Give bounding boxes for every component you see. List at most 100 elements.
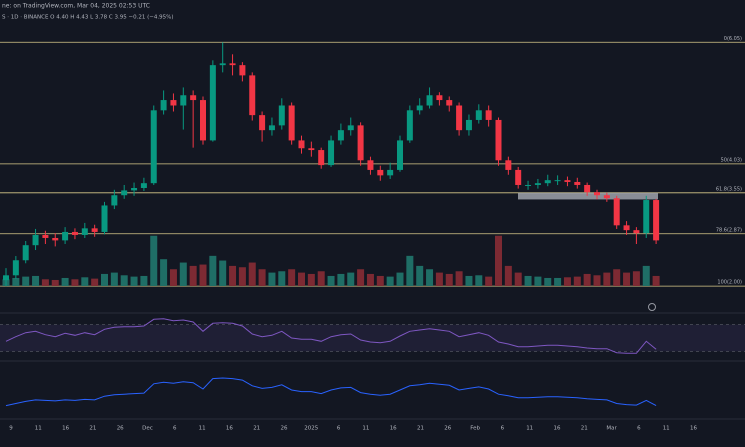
volume-bar — [229, 265, 237, 286]
volume-bar — [91, 278, 99, 286]
rsi-band — [0, 324, 745, 352]
volume-bar — [455, 271, 463, 286]
volume-bar — [101, 273, 108, 286]
candle-body — [318, 150, 325, 166]
volume-bar — [514, 272, 522, 286]
candle-body — [170, 100, 177, 106]
volume-bar — [150, 235, 158, 286]
x-tick-label: 16 — [554, 426, 561, 432]
marker-icon — [648, 303, 656, 311]
candle-body — [495, 119, 502, 161]
volume-bar — [160, 259, 168, 286]
candle-body — [239, 65, 246, 76]
x-tick-label: 2025 — [304, 426, 318, 432]
volume-bar — [504, 265, 512, 286]
volume-bar — [238, 267, 246, 286]
candle-body — [200, 100, 206, 141]
x-tick-label: 11 — [35, 426, 42, 432]
candle-body — [534, 183, 541, 185]
candle-body — [328, 140, 335, 166]
candle-body — [140, 183, 147, 188]
candle-body — [71, 231, 78, 235]
candle-body — [525, 184, 532, 186]
volume-bar — [179, 262, 187, 286]
volume-bar — [563, 277, 571, 286]
x-tick-label: 6 — [337, 426, 341, 432]
volume-bar — [130, 276, 138, 286]
candle-body — [347, 125, 354, 131]
x-tick-label: 26 — [444, 426, 451, 432]
candle-body — [180, 95, 187, 106]
candle-body — [131, 187, 138, 191]
volume-bar — [386, 276, 394, 286]
candle-body — [515, 169, 522, 185]
candle-body — [544, 180, 551, 184]
volume-bar — [416, 265, 424, 286]
fib-label: 61.8(3.55) — [716, 186, 742, 192]
candle-body — [485, 110, 492, 120]
volume-bar — [219, 260, 227, 286]
x-tick-label: 9 — [9, 426, 13, 432]
candle-body — [219, 63, 226, 66]
fib-label: 0(6.05) — [724, 36, 742, 42]
x-tick-label: Mar — [606, 426, 617, 432]
x-tick-label: 6 — [501, 426, 505, 432]
x-tick-label: Dec — [142, 426, 153, 432]
candle-body — [288, 105, 295, 141]
header-line: ne: on TradingView.com, Mar 04, 2025 02:… — [2, 3, 150, 10]
volume-bar — [554, 277, 562, 286]
x-tick-label: 21 — [253, 426, 260, 432]
volume-bar — [169, 269, 177, 286]
x-tick-label: 11 — [199, 426, 206, 432]
candle-body — [387, 169, 394, 176]
candle-body — [268, 125, 275, 131]
x-tick-label: 21 — [89, 426, 96, 432]
volume-bar — [317, 271, 325, 286]
volume-bar — [189, 265, 197, 286]
candle-body — [91, 228, 98, 232]
x-tick-label: 16 — [62, 426, 69, 432]
x-tick-label: 16 — [390, 426, 397, 432]
x-tick-label: 6 — [637, 426, 641, 432]
volume-bar — [248, 262, 256, 286]
candle-body — [633, 230, 640, 234]
volume-bar — [524, 275, 532, 286]
volume-bar — [376, 275, 384, 286]
candle-body — [12, 260, 19, 276]
volume-bar — [632, 271, 640, 286]
candle-body — [298, 140, 305, 149]
candle-body — [52, 237, 59, 241]
volume-bar — [396, 272, 404, 286]
volume-bar — [613, 269, 621, 286]
volume-bar — [642, 265, 650, 286]
candle-body — [278, 105, 285, 126]
candle-body — [308, 148, 315, 151]
candle-body — [357, 125, 364, 161]
volume-bar — [298, 272, 305, 286]
candle-body — [259, 115, 266, 131]
volume-bar — [573, 276, 581, 286]
volume-bar — [406, 255, 414, 286]
x-tick-label: 6 — [173, 426, 177, 432]
candle-body — [584, 184, 591, 193]
x-tick-label: Feb — [470, 426, 480, 432]
candle-body — [623, 225, 630, 231]
rsi-line — [5, 318, 657, 354]
candle-body — [446, 100, 453, 106]
x-tick-label: 16 — [690, 426, 697, 432]
candle-body — [574, 181, 581, 185]
x-tick-label: 11 — [663, 426, 670, 432]
volume-bar — [652, 275, 660, 286]
volume-bar — [32, 275, 40, 286]
fib-label: 78.6(2.87) — [716, 227, 742, 233]
candle-body — [594, 192, 600, 196]
volume-bar — [426, 269, 434, 286]
candle-body — [209, 65, 216, 141]
candle-body — [406, 110, 413, 141]
candle-body — [377, 169, 384, 176]
candle-body — [62, 231, 69, 241]
candle-body — [42, 234, 49, 238]
candle-body — [426, 95, 433, 106]
x-tick-label: 26 — [281, 426, 288, 432]
